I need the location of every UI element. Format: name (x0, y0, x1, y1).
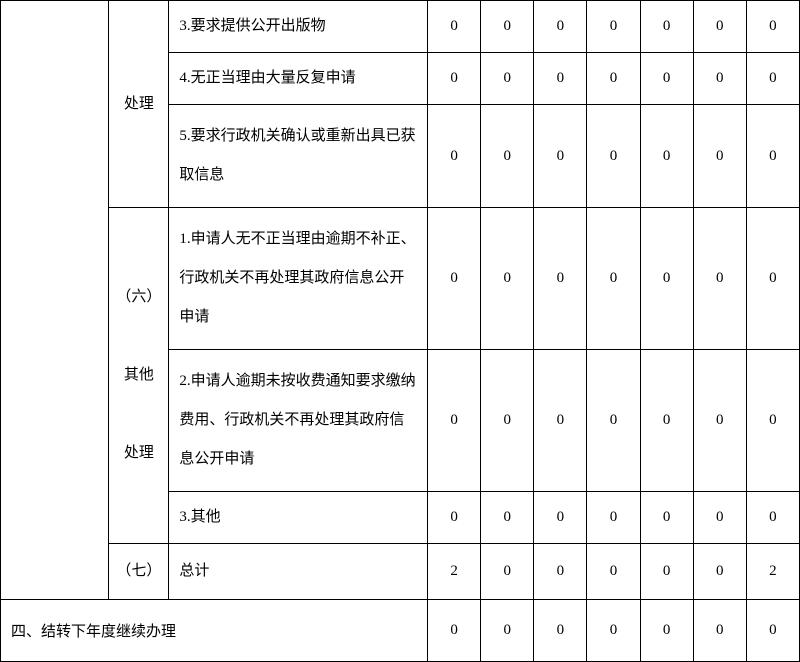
desc-chuli-5: 5.要求行政机关确认或重新出具已获取信息 (169, 105, 428, 208)
info-disclosure-table: 处理 3.要求提供公开出版物 0 0 0 0 0 0 0 4.无正当理由大量反复… (0, 0, 800, 662)
val: 0 (693, 350, 746, 492)
val: 0 (640, 544, 693, 600)
desc-seven: 总计 (169, 544, 428, 600)
val: 0 (693, 1, 746, 53)
val: 0 (587, 492, 640, 544)
val: 0 (640, 600, 693, 662)
val: 0 (481, 492, 534, 544)
cat-six-line3: 处理 (124, 445, 154, 461)
footer-label: 四、结转下年度继续办理 (1, 600, 428, 662)
cat-six-line1: （六） (116, 289, 161, 305)
val: 0 (746, 350, 799, 492)
val: 0 (428, 208, 481, 350)
val: 0 (640, 350, 693, 492)
val: 0 (534, 105, 587, 208)
desc-six-2: 2.申请人逾期未按收费通知要求缴纳费用、行政机关不再处理其政府信息公开申请 (169, 350, 428, 492)
val: 0 (746, 600, 799, 662)
val: 0 (428, 53, 481, 105)
val: 0 (428, 105, 481, 208)
val: 0 (481, 1, 534, 53)
desc-chuli-3: 3.要求提供公开出版物 (169, 1, 428, 53)
val: 0 (587, 208, 640, 350)
desc-chuli-4: 4.无正当理由大量反复申请 (169, 53, 428, 105)
val: 0 (534, 1, 587, 53)
val: 0 (693, 544, 746, 600)
val: 0 (534, 492, 587, 544)
val: 0 (587, 53, 640, 105)
val: 0 (640, 105, 693, 208)
category-six: （六） 其他 处理 (109, 208, 169, 544)
val: 0 (481, 208, 534, 350)
val: 2 (746, 544, 799, 600)
category-seven: （七） (109, 544, 169, 600)
val: 0 (640, 1, 693, 53)
left-spacer (1, 1, 109, 600)
val: 0 (693, 600, 746, 662)
val: 0 (534, 53, 587, 105)
val: 0 (481, 544, 534, 600)
val: 0 (428, 1, 481, 53)
val: 0 (587, 544, 640, 600)
val: 0 (534, 208, 587, 350)
val: 2 (428, 544, 481, 600)
val: 0 (428, 492, 481, 544)
category-chuli: 处理 (109, 1, 169, 208)
row-six-1: （六） 其他 处理 1.申请人无不正当理由逾期不补正、行政机关不再处理其政府信息… (1, 208, 800, 350)
val: 0 (640, 208, 693, 350)
cat-six-line2: 其他 (124, 367, 154, 383)
val: 0 (746, 208, 799, 350)
row-chuli-3: 处理 3.要求提供公开出版物 0 0 0 0 0 0 0 (1, 1, 800, 53)
val: 0 (481, 105, 534, 208)
val: 0 (746, 105, 799, 208)
val: 0 (587, 350, 640, 492)
val: 0 (693, 208, 746, 350)
val: 0 (587, 105, 640, 208)
val: 0 (693, 492, 746, 544)
val: 0 (428, 350, 481, 492)
val: 0 (746, 492, 799, 544)
val: 0 (481, 53, 534, 105)
val: 0 (481, 350, 534, 492)
desc-six-1: 1.申请人无不正当理由逾期不补正、行政机关不再处理其政府信息公开申请 (169, 208, 428, 350)
val: 0 (640, 53, 693, 105)
desc-six-3: 3.其他 (169, 492, 428, 544)
val: 0 (428, 600, 481, 662)
val: 0 (481, 600, 534, 662)
val: 0 (693, 105, 746, 208)
val: 0 (693, 53, 746, 105)
row-seven-total: （七） 总计 2 0 0 0 0 0 2 (1, 544, 800, 600)
val: 0 (587, 1, 640, 53)
val: 0 (587, 600, 640, 662)
val: 0 (746, 1, 799, 53)
val: 0 (746, 53, 799, 105)
val: 0 (640, 492, 693, 544)
row-footer: 四、结转下年度继续办理 0 0 0 0 0 0 0 (1, 600, 800, 662)
val: 0 (534, 600, 587, 662)
val: 0 (534, 350, 587, 492)
val: 0 (534, 544, 587, 600)
